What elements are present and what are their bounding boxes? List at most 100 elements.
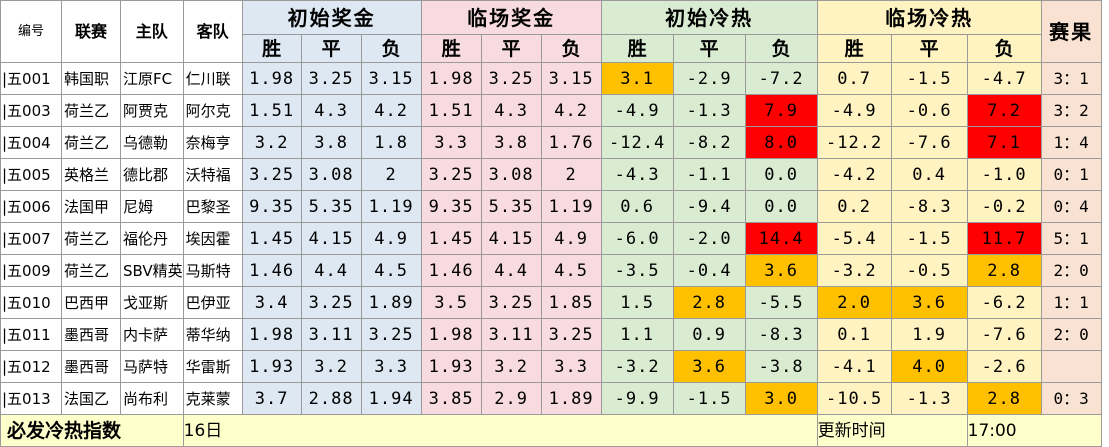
- match-id: |五007: [0, 222, 62, 255]
- initial-odds-win-cell: 3.7: [241, 382, 302, 415]
- live-heat-loss-cell: -7.6: [966, 318, 1042, 351]
- league-cell: 法国甲: [61, 190, 121, 223]
- match-id: |五009: [0, 254, 62, 287]
- initial-odds-draw-cell: 3.8: [300, 126, 362, 159]
- live-heat-win-cell: 2.0: [816, 286, 892, 319]
- league-cell: 墨西哥: [61, 350, 121, 383]
- initial-heat-draw-cell: -0.4: [672, 254, 746, 287]
- header-initial-win: 胜: [241, 34, 302, 63]
- match-id: |五006: [0, 190, 62, 223]
- header-initial-odds: 初始奖金: [241, 0, 422, 35]
- live-heat-loss-cell: 7.1: [966, 126, 1042, 159]
- initial-heat-win-cell: 3.1: [600, 62, 674, 95]
- initial-odds-win-cell: 3.2: [241, 126, 302, 159]
- match-id: |五003: [0, 94, 62, 127]
- initial-heat-win-cell: -9.9: [600, 382, 674, 415]
- result-cell: 0：4: [1040, 190, 1102, 223]
- initial-heat-loss-cell: -5.5: [744, 286, 818, 319]
- header-lheat-draw: 平: [890, 34, 968, 63]
- header-row-1: 编号 联赛 主队 客队 初始奖金 临场奖金 初始冷热 临场冷热 赛果: [0, 0, 1102, 63]
- footer-update-label: 更新时间: [816, 414, 968, 447]
- initial-odds-win-cell: 1.46: [241, 254, 302, 287]
- live-heat-loss-cell: -2.6: [966, 350, 1042, 383]
- live-odds-draw-cell: 2.9: [480, 382, 542, 415]
- initial-heat-win-cell: -3.2: [600, 350, 674, 383]
- live-heat-win-cell: -4.9: [816, 94, 892, 127]
- live-heat-win-cell: -4.1: [816, 350, 892, 383]
- initial-heat-draw-cell: -2.0: [672, 222, 746, 255]
- footer-title: 必发冷热指数: [0, 414, 184, 447]
- match-id: |五013: [0, 382, 62, 415]
- header-away: 客队: [182, 0, 243, 63]
- live-odds-win-cell: 9.35: [420, 190, 482, 223]
- initial-odds-loss-cell: 1.19: [360, 190, 422, 223]
- away-team-cell: 克莱蒙: [182, 382, 243, 415]
- home-team-cell: 江原FC: [120, 62, 184, 95]
- initial-heat-win-cell: 1.1: [600, 318, 674, 351]
- league-cell: 韩国职: [61, 62, 121, 95]
- live-odds-draw-cell: 5.35: [480, 190, 542, 223]
- initial-odds-draw-cell: 3.25: [300, 62, 362, 95]
- live-heat-win-cell: -4.2: [816, 158, 892, 191]
- away-team-cell: 巴伊亚: [182, 286, 243, 319]
- home-team-cell: 马萨特: [120, 350, 184, 383]
- live-odds-draw-cell: 3.8: [480, 126, 542, 159]
- live-heat-win-cell: -10.5: [816, 382, 892, 415]
- live-odds-draw-cell: 4.15: [480, 222, 542, 255]
- result-cell: 3：2: [1040, 94, 1102, 127]
- header-row-2: 胜 平 负 胜 平 负 胜 平 负 胜 平 负: [1, 34, 1102, 63]
- header-iheat-loss: 负: [744, 34, 818, 63]
- home-team-cell: 戈亚斯: [120, 286, 184, 319]
- header-initial-draw: 平: [300, 34, 362, 63]
- initial-odds-draw-cell: 4.3: [300, 94, 362, 127]
- header-live-odds: 临场奖金: [420, 0, 602, 35]
- league-cell: 荷兰乙: [61, 94, 121, 127]
- live-odds-loss-cell: 1.89: [540, 382, 602, 415]
- header-league: 联赛: [61, 0, 121, 63]
- away-team-cell: 马斯特: [182, 254, 243, 287]
- live-heat-win-cell: -5.4: [816, 222, 892, 255]
- initial-heat-draw-cell: -1.3: [672, 94, 746, 127]
- away-team-cell: 奈梅亨: [182, 126, 243, 159]
- result-cell: 3：1: [1040, 62, 1102, 95]
- live-heat-draw-cell: -0.6: [890, 94, 968, 127]
- initial-odds-loss-cell: 2: [360, 158, 422, 191]
- live-odds-win-cell: 1.45: [420, 222, 482, 255]
- live-odds-loss-cell: 3.3: [540, 350, 602, 383]
- initial-odds-draw-cell: 3.08: [300, 158, 362, 191]
- result-cell: 1：1: [1040, 286, 1102, 319]
- header-id: 编号: [0, 0, 62, 63]
- initial-odds-loss-cell: 1.89: [360, 286, 422, 319]
- header-home: 主队: [120, 0, 184, 63]
- result-cell: 2：0: [1040, 318, 1102, 351]
- initial-heat-win-cell: -3.5: [600, 254, 674, 287]
- live-heat-draw-cell: -1.5: [890, 62, 968, 95]
- table-row: |五006 法国甲 尼姆 巴黎圣 9.35 5.35 1.19 9.35 5.35 1.19 0.6…: [0, 190, 1102, 223]
- match-id: |五004: [0, 126, 62, 159]
- league-cell: 英格兰: [61, 158, 121, 191]
- live-odds-draw-cell: 3.25: [480, 62, 542, 95]
- header-initial-heat: 初始冷热: [600, 0, 818, 35]
- initial-heat-draw-cell: 3.6: [672, 350, 746, 383]
- live-odds-win-cell: 3.5: [420, 286, 482, 319]
- home-team-cell: 尼姆: [120, 190, 184, 223]
- away-team-cell: 阿尔克: [182, 94, 243, 127]
- initial-heat-loss-cell: 0.0: [744, 158, 818, 191]
- initial-odds-draw-cell: 3.2: [300, 350, 362, 383]
- live-heat-draw-cell: -7.6: [890, 126, 968, 159]
- live-odds-win-cell: 1.46: [420, 254, 482, 287]
- initial-odds-draw-cell: 2.88: [300, 382, 362, 415]
- home-team-cell: 尚布利: [120, 382, 184, 415]
- league-cell: 巴西甲: [61, 286, 121, 319]
- initial-heat-loss-cell: 0.0: [744, 190, 818, 223]
- header-live-draw: 平: [480, 34, 542, 63]
- live-odds-loss-cell: 4.2: [540, 94, 602, 127]
- live-heat-loss-cell: -4.7: [966, 62, 1042, 95]
- header-iheat-win: 胜: [600, 34, 674, 63]
- live-odds-loss-cell: 1.76: [540, 126, 602, 159]
- live-heat-win-cell: -3.2: [816, 254, 892, 287]
- initial-odds-loss-cell: 1.94: [360, 382, 422, 415]
- league-cell: 荷兰乙: [61, 222, 121, 255]
- home-team-cell: 乌德勒: [120, 126, 184, 159]
- initial-heat-loss-cell: -8.3: [744, 318, 818, 351]
